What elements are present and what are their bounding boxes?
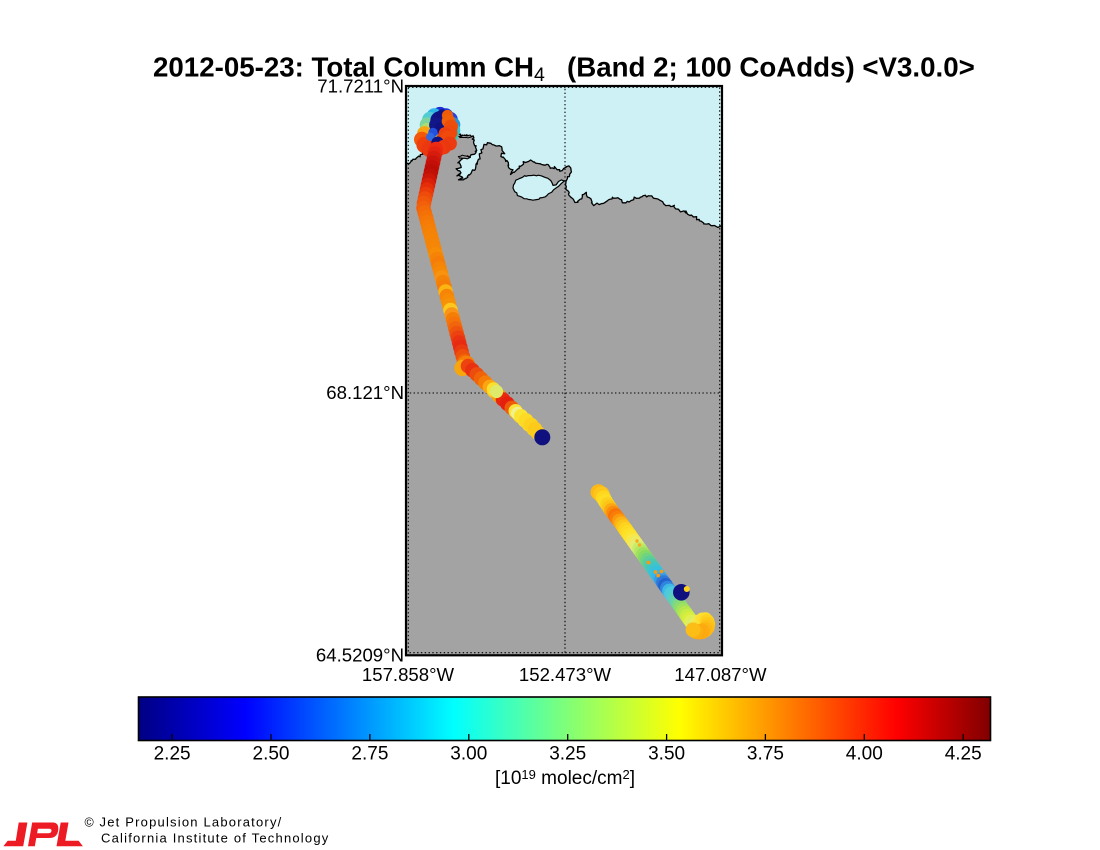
svg-text:147.087°W: 147.087°W <box>674 664 767 685</box>
svg-text:3.00: 3.00 <box>450 744 487 765</box>
svg-text:64.5209°N: 64.5209°N <box>316 645 404 666</box>
svg-text:152.473°W: 152.473°W <box>519 664 612 685</box>
svg-text:71.7211°N: 71.7211°N <box>317 76 404 97</box>
svg-text:3.75: 3.75 <box>747 744 784 765</box>
svg-text:©: © <box>85 816 95 830</box>
svg-text:California Institute of Techno: California Institute of Technology <box>101 830 329 845</box>
svg-text:4.25: 4.25 <box>945 744 982 765</box>
svg-text:3.25: 3.25 <box>549 744 586 765</box>
svg-text:2.75: 2.75 <box>351 744 388 765</box>
svg-text:4.00: 4.00 <box>846 744 883 765</box>
svg-text:Jet Propulsion Laboratory/: Jet Propulsion Laboratory/ <box>100 815 283 830</box>
svg-text:3.50: 3.50 <box>648 744 685 765</box>
svg-text:157.858°W: 157.858°W <box>362 664 455 685</box>
svg-text:(Band 2; 100 CoAdds) <V3.0.0>: (Band 2; 100 CoAdds) <V3.0.0> <box>567 52 975 83</box>
svg-text:2.25: 2.25 <box>154 744 191 765</box>
svg-text:[1019 molec/cm2]: [1019 molec/cm2] <box>495 767 635 789</box>
svg-text:2.50: 2.50 <box>253 744 290 765</box>
svg-text:68.121°N: 68.121°N <box>326 382 404 403</box>
svg-text:2012-05-23: Total Column CH4: 2012-05-23: Total Column CH4 <box>153 52 545 87</box>
